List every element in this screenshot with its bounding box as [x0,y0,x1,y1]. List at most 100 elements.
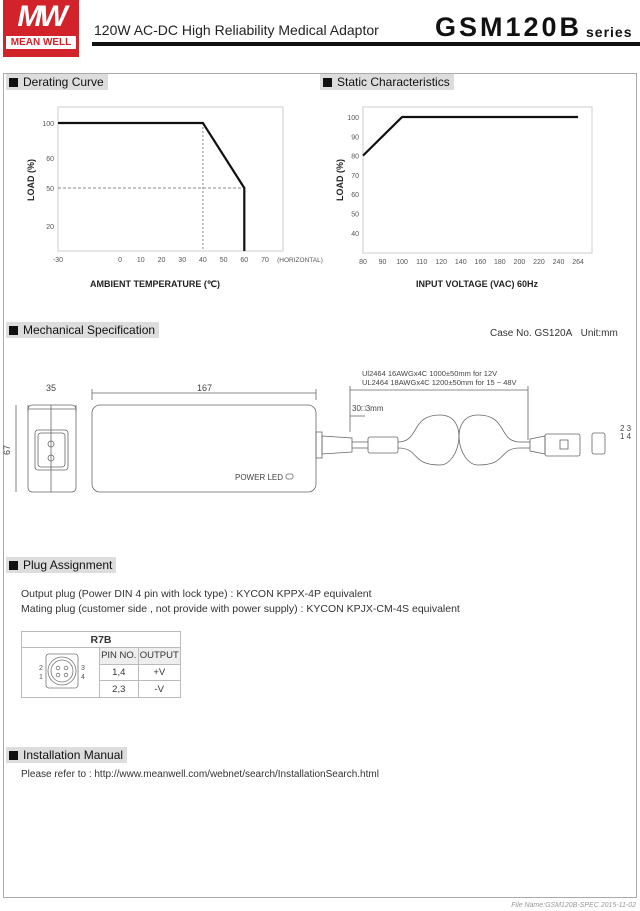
dim-height: 67 [2,444,13,456]
bullet-square-icon [9,560,18,570]
mechanical-drawing [15,386,606,493]
bullet-square-icon [9,750,18,760]
case-number: Case No. GS120A Unit:mm [490,328,618,339]
series-label: series [586,24,633,40]
header-output: OUTPUT [137,647,182,665]
output-plug-text: Output plug (Power DIN 4 pin with lock t… [21,588,372,600]
x-tick-label: 30 [178,257,186,264]
x-tick-label: 180 [494,259,506,266]
header-pin-no: PIN NO. [99,647,139,665]
pins-top: 2 3 [620,424,632,433]
x-tick-label: 40 [199,257,207,264]
cable-spec-15-48v: UL2464 18AWGx4C 1200±50mm for 15 ~ 48V [362,378,517,387]
pin-label: 1 [39,674,43,681]
dim-width: 35 [46,383,57,393]
pin-label: 4 [81,674,85,681]
x-tick-label: -30 [53,257,63,264]
dim-ferrite: 30□3mm [352,404,384,413]
section-title: Plug Assignment [23,558,113,572]
unit: Unit:mm [580,328,618,339]
section-mechanical-specification: Mechanical Specification [6,322,160,338]
logo-mark: MW [17,0,67,33]
content-frame [3,73,637,898]
plot-area [362,106,593,254]
bullet-square-icon [323,77,332,87]
section-derating-curve: Derating Curve [6,74,108,90]
dim-length: 167 [197,383,213,393]
x-tick-label: 200 [514,259,526,266]
x-tick-label: 220 [533,259,545,266]
x-tick-label: 60 [240,257,248,264]
y-axis-label: LOAD (%) [335,159,345,201]
table-title: R7B [21,631,181,648]
pin-label: 3 [81,665,85,672]
output-cell: +V [137,663,182,682]
section-installation-manual: Installation Manual [6,747,128,763]
y-axis-label: LOAD (%) [26,159,36,201]
section-title: Mechanical Specification [23,323,156,337]
installation-link[interactable]: Please refer to : http://www.meanwell.co… [21,769,379,780]
file-name-footer: File Name:GSM120B-SPEC 2015-11-02 [511,902,636,909]
pin-assignment-table: R7B 2 1 3 4 PIN NO. OUTPUT 1,4 +V 2,3 -V [21,631,182,698]
y-tick-label: 20 [46,224,54,231]
product-subtitle: 120W AC-DC High Reliability Medical Adap… [94,22,379,38]
x-tick-label: 120 [435,259,447,266]
x-extra-label: (HORIZONTAL) [277,257,323,264]
header-rule [92,42,640,46]
x-tick-label: 160 [474,259,486,266]
mating-plug-text: Mating plug (customer side , not provide… [21,603,460,615]
pins-bottom: 1 4 [620,432,632,441]
x-axis-label: AMBIENT TEMPERATURE (℃) [90,279,220,289]
output-cell: -V [137,680,182,698]
y-tick-label: 100 [42,121,54,128]
pin-cell: 2,3 [99,680,139,698]
logo-text: MEAN WELL [6,36,76,49]
mean-well-logo: MW MEAN WELL [3,0,79,57]
section-static-characteristics: Static Characteristics [320,74,454,90]
x-tick-label: 140 [455,259,467,266]
x-tick-label: 110 [416,259,427,266]
pin-cell: 1,4 [99,663,139,682]
derating-curve-chart: -30 0 10 20 30 40 50 60 70 (HORIZONTAL) 100 60 50 20 A… [26,106,323,289]
derating-series-line [58,121,246,251]
side-view [15,404,77,493]
static-characteristics-chart: 80 90 100 110 120 140 160 180 200 220 240 264 100 90 8… [335,106,593,289]
y-tick-label: 60 [46,156,54,163]
section-plug-assignment: Plug Assignment [6,557,117,573]
static-series-line [362,115,579,157]
x-tick-label: 10 [137,257,145,264]
y-tick-label: 40 [351,231,359,238]
bullet-square-icon [9,77,18,87]
plot-area [57,106,284,252]
bullet-square-icon [9,325,18,335]
table-row: 2,3 -V [22,680,182,698]
y-tick-label: 90 [351,134,359,141]
x-axis-label: INPUT VOLTAGE (VAC) 60Hz [416,279,539,289]
x-tick-label: 50 [220,257,228,264]
din-connector-icon: 2 1 3 4 [39,653,85,689]
y-tick-label: 50 [351,212,359,219]
y-tick-label: 100 [347,115,359,122]
x-tick-label: 0 [118,257,122,264]
case-no: Case No. GS120A [490,328,573,339]
x-tick-label: 100 [396,259,408,266]
top-view [91,386,606,493]
charts-layer: -30 0 10 20 30 40 50 60 70 (HORIZONTAL) 100 60 50 20 A… [26,106,593,289]
section-title: Derating Curve [23,75,104,89]
x-tick-label: 240 [553,259,565,266]
y-tick-label: 80 [351,154,359,161]
section-title: Installation Manual [23,748,124,762]
cable-spec-12v: Ul2464 16AWGx4C 1000±50mm for 12V [362,369,498,378]
power-led-label: POWER LED [235,473,284,482]
y-tick-label: 70 [351,173,359,180]
model-number: GSM120B [435,12,583,42]
x-tick-label: 20 [158,257,166,264]
table-row: 1,4 +V [22,663,182,682]
section-title: Static Characteristics [337,75,450,89]
y-tick-label: 60 [351,192,359,199]
x-tick-label: 264 [572,259,584,266]
x-tick-label: 70 [261,257,269,264]
x-tick-label: 80 [359,259,367,266]
pin-label: 2 [39,665,43,672]
y-tick-label: 50 [46,186,54,193]
